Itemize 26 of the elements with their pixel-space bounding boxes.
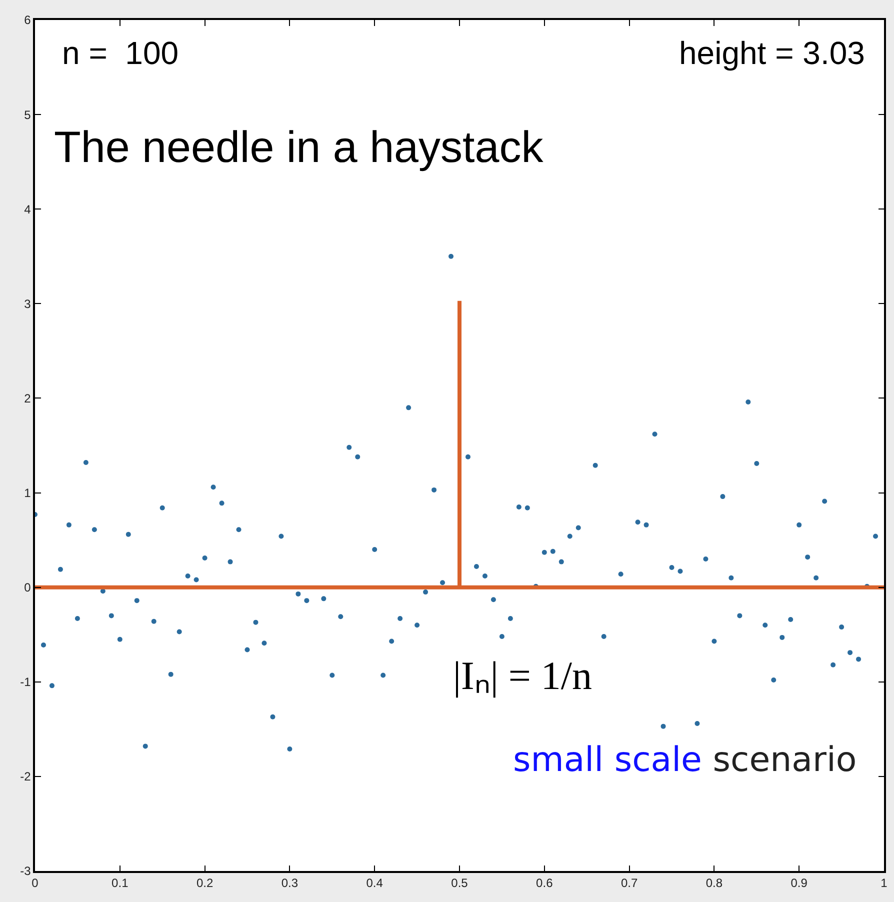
x-tick-label: 0.7 xyxy=(620,876,638,890)
x-tick-label: 0.8 xyxy=(706,876,723,890)
annotation: small scale xyxy=(513,740,702,780)
x-tick-label: 0.3 xyxy=(281,876,298,890)
y-tick-label: 1 xyxy=(24,486,32,500)
annotation: scenario xyxy=(712,740,857,780)
x-tick-label: 0.5 xyxy=(451,876,468,890)
annotation: n = 100 xyxy=(62,35,179,71)
y-tick-label: 0 xyxy=(24,580,32,595)
y-tick-label: 6 xyxy=(24,13,32,28)
x-tick-label: 0.9 xyxy=(790,876,808,890)
annotation: |Iₙ| = 1/n xyxy=(453,653,592,698)
y-tick-label: 5 xyxy=(24,108,32,122)
y-tick-label: -3 xyxy=(20,864,32,878)
x-tick-label: 0.6 xyxy=(536,876,554,890)
y-tick-label: 2 xyxy=(24,391,32,406)
y-tick-label: 3 xyxy=(24,296,32,311)
x-tick-label: 1 xyxy=(880,876,888,890)
annotation: height = 3.03 xyxy=(679,35,865,71)
x-tick-label: 0.2 xyxy=(196,876,214,890)
y-tick-label: -2 xyxy=(20,770,32,784)
y-tick-label: -1 xyxy=(20,675,32,690)
annotation: The needle in a haystack xyxy=(54,123,544,172)
y-tick-label: 4 xyxy=(24,202,32,216)
x-tick-label: 0.1 xyxy=(112,876,129,890)
x-tick-label: 0.4 xyxy=(366,876,384,890)
